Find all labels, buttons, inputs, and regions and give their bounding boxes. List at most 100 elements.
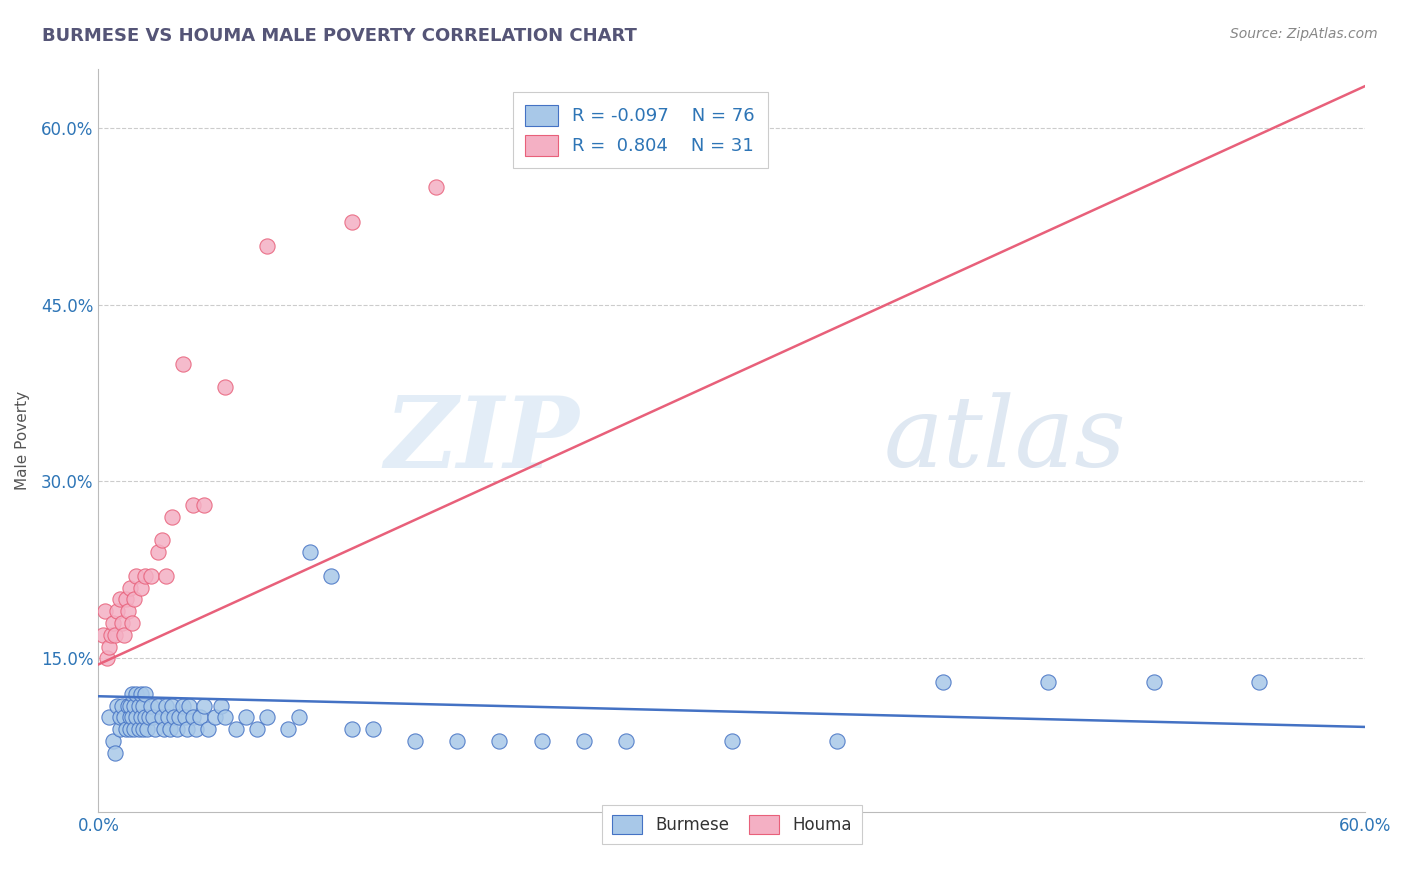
Point — [124, 698, 146, 713]
Point — [256, 238, 278, 252]
Point — [104, 628, 127, 642]
Y-axis label: Male Poverty: Male Poverty — [15, 391, 30, 490]
Point — [246, 723, 269, 737]
Point — [112, 710, 135, 724]
Point — [108, 710, 131, 724]
Point — [141, 698, 163, 713]
Point — [141, 569, 163, 583]
Point — [361, 723, 384, 737]
Point — [235, 710, 257, 724]
Point — [120, 581, 142, 595]
Point — [184, 723, 207, 737]
Point — [98, 640, 121, 654]
Text: ZIP: ZIP — [385, 392, 579, 489]
Point — [188, 710, 211, 724]
Point — [172, 698, 194, 713]
Point — [167, 710, 190, 724]
Point — [319, 569, 342, 583]
Point — [298, 545, 321, 559]
Point — [1249, 675, 1271, 690]
Point — [193, 498, 215, 512]
Text: BURMESE VS HOUMA MALE POVERTY CORRELATION CHART: BURMESE VS HOUMA MALE POVERTY CORRELATIO… — [42, 27, 637, 45]
Point — [120, 698, 142, 713]
Point — [132, 698, 155, 713]
Point — [103, 734, 125, 748]
Point — [96, 651, 118, 665]
Point — [488, 734, 510, 748]
Point — [120, 710, 142, 724]
Point — [134, 687, 156, 701]
Point — [128, 723, 150, 737]
Legend: Burmese, Houma: Burmese, Houma — [602, 805, 862, 845]
Point — [138, 710, 160, 724]
Point — [157, 710, 180, 724]
Point — [117, 698, 139, 713]
Point — [111, 698, 134, 713]
Point — [340, 215, 363, 229]
Point — [214, 710, 236, 724]
Point — [94, 604, 117, 618]
Point — [174, 710, 197, 724]
Point — [404, 734, 426, 748]
Point — [129, 687, 152, 701]
Point — [214, 380, 236, 394]
Point — [340, 723, 363, 737]
Point — [124, 723, 146, 737]
Point — [225, 723, 247, 737]
Point — [530, 734, 553, 748]
Point — [115, 592, 138, 607]
Point — [136, 723, 159, 737]
Point — [153, 723, 176, 737]
Text: atlas: atlas — [883, 392, 1126, 488]
Point — [107, 698, 129, 713]
Point — [129, 710, 152, 724]
Point — [146, 545, 169, 559]
Point — [931, 675, 953, 690]
Point — [162, 698, 184, 713]
Point — [614, 734, 637, 748]
Point — [145, 723, 167, 737]
Point — [720, 734, 742, 748]
Point — [209, 698, 232, 713]
Point — [108, 723, 131, 737]
Point — [155, 569, 177, 583]
Point — [179, 698, 201, 713]
Point — [572, 734, 595, 748]
Point — [150, 533, 173, 548]
Point — [183, 498, 205, 512]
Point — [117, 604, 139, 618]
Point — [121, 616, 143, 631]
Point — [176, 723, 198, 737]
Point — [193, 698, 215, 713]
Point — [108, 592, 131, 607]
Point — [256, 710, 278, 724]
Point — [1143, 675, 1166, 690]
Point — [125, 569, 148, 583]
Point — [115, 723, 138, 737]
Point — [163, 710, 186, 724]
Point — [425, 179, 447, 194]
Point — [204, 710, 226, 724]
Point — [120, 723, 142, 737]
Point — [129, 581, 152, 595]
Point — [142, 710, 165, 724]
Point — [172, 357, 194, 371]
Point — [134, 569, 156, 583]
Point — [150, 710, 173, 724]
Point — [183, 710, 205, 724]
Point — [277, 723, 299, 737]
Point — [121, 710, 143, 724]
Point — [111, 616, 134, 631]
Point — [446, 734, 468, 748]
Point — [162, 509, 184, 524]
Point — [146, 698, 169, 713]
Point — [121, 687, 143, 701]
Text: Source: ZipAtlas.com: Source: ZipAtlas.com — [1230, 27, 1378, 41]
Point — [134, 710, 156, 724]
Point — [103, 616, 125, 631]
Point — [288, 710, 311, 724]
Point — [112, 628, 135, 642]
Point — [91, 628, 114, 642]
Point — [159, 723, 181, 737]
Point — [107, 604, 129, 618]
